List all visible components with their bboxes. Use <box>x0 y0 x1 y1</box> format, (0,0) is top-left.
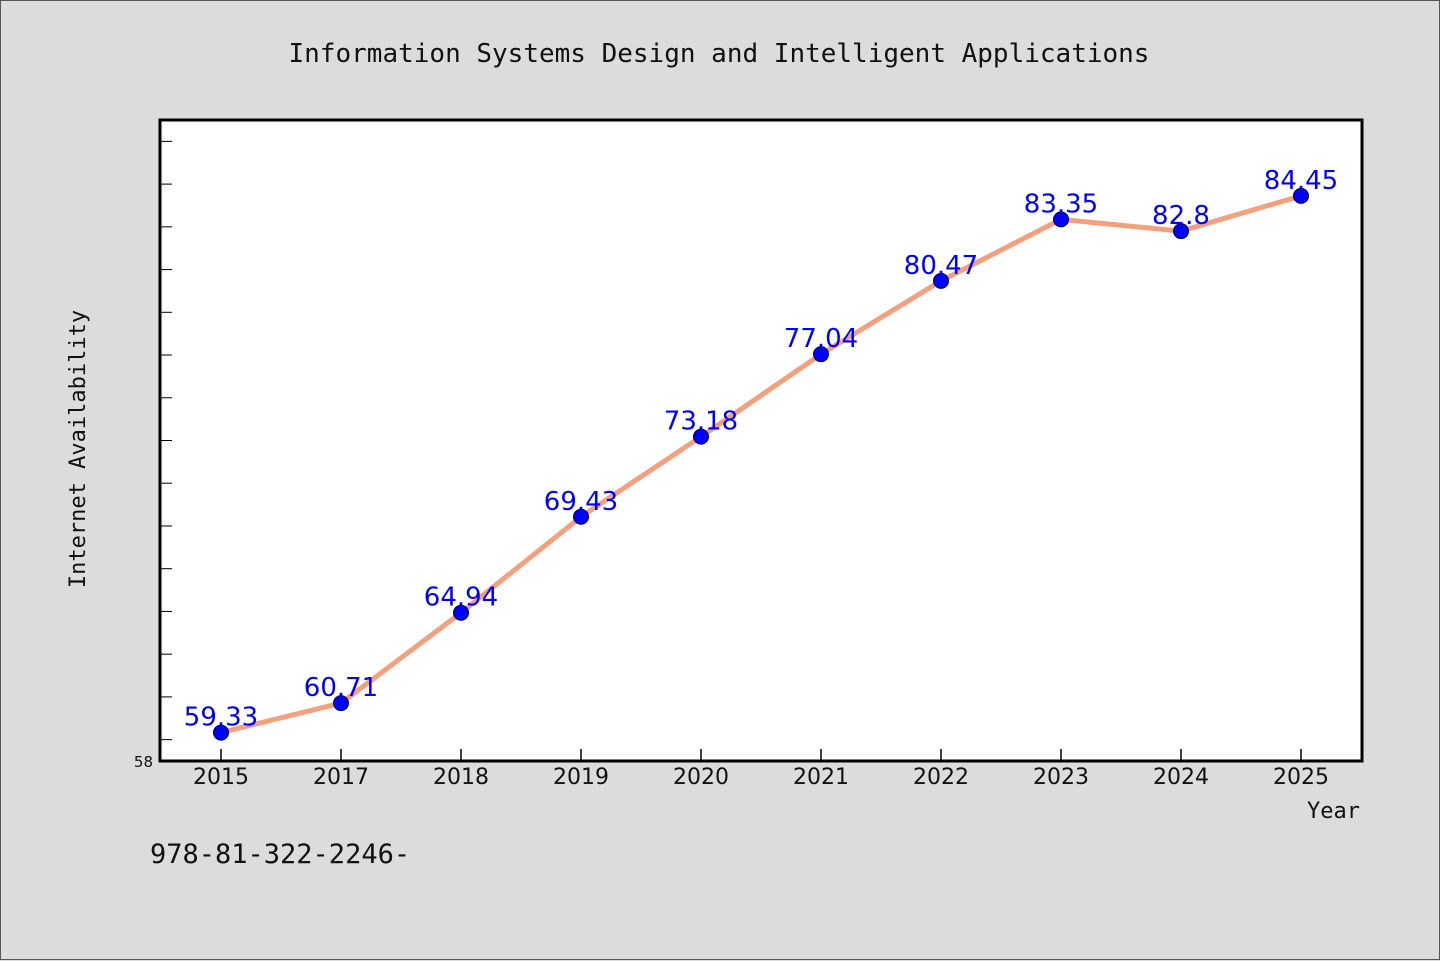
data-point <box>1173 223 1189 240</box>
data-point <box>333 695 349 712</box>
chart-title: Information Systems Design and Intellige… <box>289 39 1150 69</box>
data-point <box>1053 211 1069 228</box>
data-label: 60.71 <box>304 673 378 703</box>
data-label: 73.18 <box>664 407 738 437</box>
y-axis-min-label: 58 <box>134 753 153 771</box>
x-axis-ticks <box>220 749 1302 761</box>
data-label: 80.47 <box>904 251 978 281</box>
series-line <box>218 193 1304 736</box>
x-axis-tick-labels: 2015 2017 2018 2019 2020 2021 2022 2023 2024 2025 <box>193 765 1329 790</box>
x-tick-label: 2019 <box>553 765 609 790</box>
x-tick-label: 2020 <box>673 765 729 790</box>
data-label: 83.35 <box>1024 189 1098 219</box>
x-tick-label: 2023 <box>1033 765 1089 790</box>
footer-isbn-text: 978-81-322-2246- <box>150 839 410 870</box>
data-label: 69.43 <box>544 487 618 517</box>
y-axis-ticks <box>160 140 172 741</box>
x-tick-label: 2025 <box>1273 765 1329 790</box>
data-label: 77.04 <box>784 324 858 354</box>
x-tick-label: 2018 <box>433 765 489 790</box>
data-label: 84.45 <box>1264 166 1338 196</box>
x-tick-label: 2022 <box>913 765 969 790</box>
data-point <box>1293 187 1309 204</box>
data-point-markers <box>213 187 1309 741</box>
data-label: 59.33 <box>184 703 258 733</box>
data-point <box>813 346 829 363</box>
data-point <box>213 724 229 741</box>
data-label: 64.94 <box>424 583 498 613</box>
data-point <box>693 428 709 445</box>
x-tick-label: 2021 <box>793 765 849 790</box>
y-axis-title: Internet Availability <box>66 310 91 588</box>
x-axis-title: Year <box>1307 799 1360 824</box>
data-point <box>453 604 469 621</box>
x-tick-label: 2024 <box>1153 765 1209 790</box>
data-point <box>933 272 949 289</box>
data-label: 82.8 <box>1152 201 1210 231</box>
data-point-labels: 59.33 60.71 64.94 69.43 73.18 77.04 80.47 83.35… <box>184 166 1338 733</box>
x-tick-label: 2017 <box>313 765 369 790</box>
x-tick-label: 2015 <box>193 765 249 790</box>
data-point <box>573 508 589 525</box>
